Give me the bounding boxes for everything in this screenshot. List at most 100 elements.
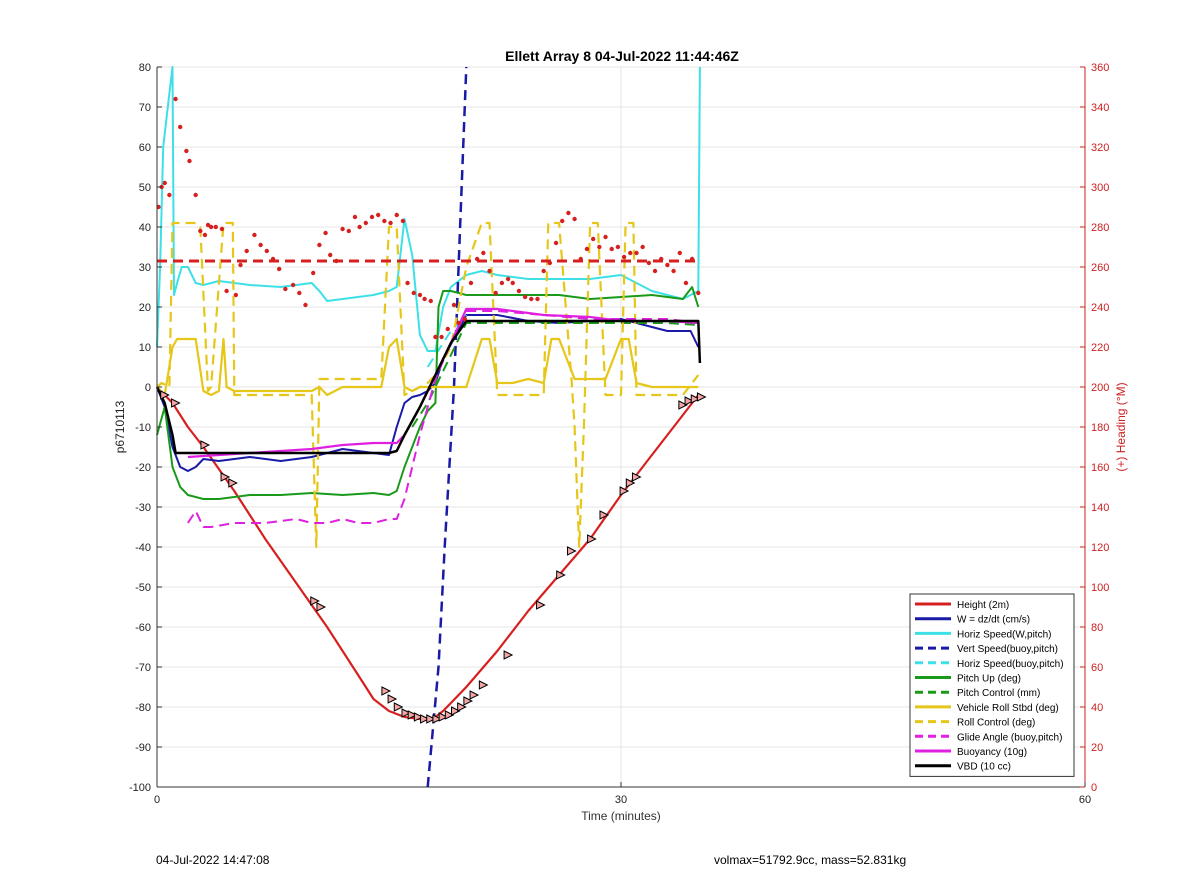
heading-point <box>244 248 249 254</box>
heading-point <box>609 246 614 252</box>
heading-point <box>317 242 322 248</box>
height-marker <box>393 702 404 712</box>
height-marker <box>160 390 170 400</box>
heading-point <box>213 224 218 230</box>
height-marker <box>438 712 449 722</box>
y2-tick-label: 120 <box>1091 542 1109 554</box>
y2-tick-label: 40 <box>1091 702 1103 714</box>
heading-point <box>178 124 183 130</box>
heading-point <box>219 226 225 232</box>
height-marker <box>426 714 436 724</box>
height-marker <box>678 400 688 410</box>
height-marker <box>567 546 577 556</box>
height-marker <box>407 710 418 720</box>
height-marker <box>228 478 238 488</box>
heading-point <box>615 244 621 250</box>
y-tick-label: 0 <box>145 382 151 394</box>
heading-point <box>487 268 492 274</box>
heading-point <box>405 280 410 286</box>
heading-point <box>456 320 461 326</box>
height-marker <box>469 690 480 700</box>
heading-point <box>566 210 571 216</box>
heading-point <box>529 296 534 302</box>
y-tick-label: 70 <box>139 102 151 114</box>
heading-point <box>400 218 406 224</box>
heading-point <box>303 302 308 308</box>
height-marker <box>463 696 473 706</box>
heading-point <box>422 296 427 302</box>
heading-point <box>173 96 178 102</box>
legend-label: Pitch Control (mm) <box>957 688 1040 699</box>
legend-label: Pitch Up (deg) <box>957 674 1021 685</box>
heading-point <box>696 290 701 296</box>
heading-point <box>634 250 639 256</box>
series-line <box>156 386 700 721</box>
heading-point <box>474 256 480 262</box>
y2-tick-label: 60 <box>1091 662 1103 674</box>
heading-point <box>535 296 540 302</box>
heading-point <box>553 240 559 246</box>
heading-point <box>238 262 243 268</box>
legend-label: Glide Angle (buoy,pitch) <box>957 732 1062 743</box>
heading-point <box>352 214 358 220</box>
height-marker <box>413 712 424 722</box>
heading-point <box>328 252 333 258</box>
heading-point <box>187 158 192 164</box>
height-marker <box>381 686 392 696</box>
heading-point <box>433 334 438 340</box>
heading-point <box>505 276 511 282</box>
heading-point <box>671 268 676 274</box>
y-tick-label: -100 <box>129 782 151 794</box>
y-tick-label: -80 <box>135 702 151 714</box>
heading-point <box>560 218 565 224</box>
y2-tick-label: 180 <box>1091 422 1109 434</box>
heading-point <box>481 250 486 256</box>
plot-series <box>155 66 707 788</box>
x-axis-label: Time (minutes) <box>581 809 661 823</box>
height-marker <box>220 472 231 482</box>
y2-tick-label: 360 <box>1091 62 1109 74</box>
heading-point <box>646 260 652 266</box>
y2-tick-label: 260 <box>1091 262 1109 274</box>
heading-point <box>167 192 172 198</box>
height-marker <box>625 478 636 488</box>
heading-point <box>208 224 214 230</box>
y-tick-label: 40 <box>139 222 151 234</box>
heading-point <box>252 232 257 238</box>
heading-point <box>283 286 288 292</box>
heading-point <box>659 256 664 262</box>
heading-point <box>541 268 546 274</box>
heading-point <box>202 232 208 238</box>
x-tick-label: 60 <box>1079 794 1091 806</box>
heading-point <box>233 292 239 298</box>
heading-point <box>193 192 198 198</box>
legend-label: VBD (10 cc) <box>957 762 1011 773</box>
heading-point <box>689 256 695 262</box>
heading-point <box>572 216 577 222</box>
height-marker <box>432 714 443 724</box>
heading-point <box>603 234 608 240</box>
y-tick-label: 60 <box>139 142 151 154</box>
axes: -100-90-80-70-60-50-40-30-20-10010203040… <box>129 62 1109 806</box>
height-marker <box>200 440 211 450</box>
heading-point <box>311 270 316 276</box>
height-marker <box>457 702 467 712</box>
heading-point <box>363 220 368 226</box>
y-tick-label: 10 <box>139 342 151 354</box>
heading-point <box>590 236 596 242</box>
heading-point <box>621 254 627 260</box>
height-marker <box>451 706 461 716</box>
heading-point <box>597 244 602 250</box>
heading-point <box>417 292 423 298</box>
legend-label: Vehicle Roll Stbd (deg) <box>957 703 1059 714</box>
heading-point <box>578 256 583 262</box>
x-tick-label: 0 <box>154 794 160 806</box>
heading-point <box>640 244 645 250</box>
heading-point <box>290 282 296 288</box>
y2-tick-label: 160 <box>1091 462 1109 474</box>
y2-tick-label: 300 <box>1091 182 1109 194</box>
heading-point <box>468 280 474 286</box>
series-line <box>156 221 700 549</box>
y-tick-label: 30 <box>139 262 151 274</box>
heading-point <box>198 228 203 234</box>
